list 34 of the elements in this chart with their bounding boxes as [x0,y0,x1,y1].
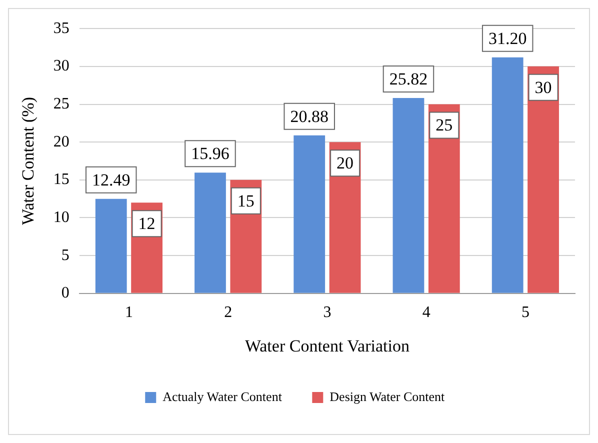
bar [428,104,460,293]
data-label: 12 [138,214,156,234]
y-tick-label: 20 [53,133,70,150]
y-tick-label: 10 [53,208,70,226]
y-tick-label: 5 [61,246,70,264]
data-label: 25 [436,116,453,135]
legend-label: Actualy Water Content [162,388,282,404]
x-tick-label: 1 [124,304,133,322]
bar [392,98,424,293]
y-axis-title: Water Content (%) [18,97,38,225]
bar [194,172,226,293]
y-tick-label: 35 [53,20,70,37]
bar [95,198,127,293]
data-label: 20.88 [290,106,328,126]
data-label: 15.96 [191,144,230,164]
data-label: 25.82 [389,70,428,89]
x-tick-label: 5 [521,304,530,322]
y-tick-label: 25 [53,95,70,112]
data-label: 12.49 [92,170,130,190]
legend-label: Design Water Content [330,388,446,404]
bar [294,135,326,293]
x-tick-label: 4 [422,304,430,322]
data-label: 20 [336,154,354,173]
x-axis-title: Water Content Variation [244,336,410,356]
data-label: 30 [534,78,552,97]
bar [528,66,559,293]
y-tick-label: 0 [61,284,70,302]
data-label: 15 [237,191,254,210]
y-tick-label: 30 [53,58,70,75]
y-tick-label: 15 [53,171,70,188]
x-tick-label: 2 [224,304,232,322]
x-tick-label: 3 [323,304,332,322]
data-label: 31.20 [488,28,527,48]
bar [492,57,524,293]
